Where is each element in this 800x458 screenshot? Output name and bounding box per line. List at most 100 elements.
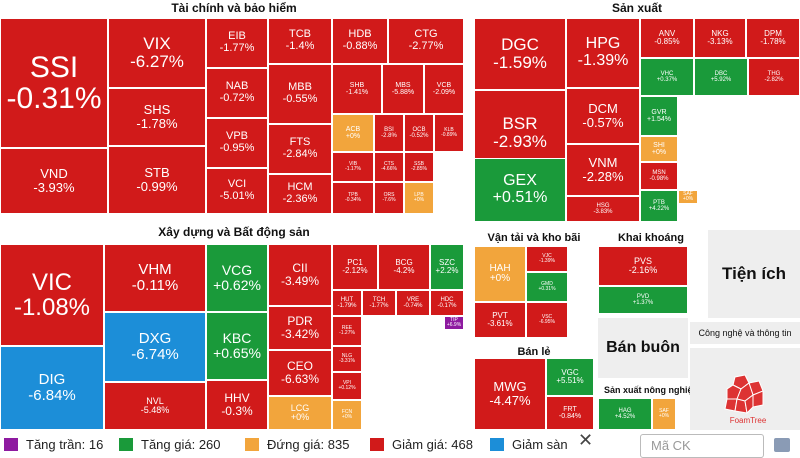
tile-hpg[interactable]: HPG -1.39% [566, 18, 640, 88]
tile-hsg[interactable]: HSG -3.83% [566, 196, 640, 222]
tile-hut[interactable]: HUT -1.79% [332, 290, 362, 316]
tile-ceo[interactable]: CEO -6.63% [268, 350, 332, 396]
tile-ctg[interactable]: CTG -2.77% [388, 18, 464, 64]
tile-vib[interactable]: VIB -1.17% [332, 152, 374, 182]
tile-ticker: HCM [287, 181, 313, 194]
tile-ptb[interactable]: PTB +4.22% [640, 190, 678, 222]
tile-vpb[interactable]: VPB -0.95% [206, 118, 268, 168]
tile-vpi[interactable]: VPI +0.12% [332, 372, 362, 400]
tile-hah[interactable]: HAH +0% [474, 246, 526, 302]
tile-pvd[interactable]: PVD +1.37% [598, 286, 688, 314]
tile-tcb[interactable]: TCB -1.4% [268, 18, 332, 64]
tile-dpm[interactable]: DPM -1.78% [746, 18, 800, 58]
tile-dgc[interactable]: DGC -1.59% [474, 18, 566, 90]
search-button[interactable] [774, 438, 790, 452]
tile-change: -7.6% [382, 197, 396, 203]
tile-dbc[interactable]: DBC +5.92% [694, 58, 748, 96]
tile-nab[interactable]: NAB -0.72% [206, 68, 268, 118]
tile-ticker: EIB [228, 30, 246, 43]
tile-ticker: ORS [383, 191, 395, 198]
tile-vsc[interactable]: VSC -6.95% [526, 302, 568, 338]
tile-nlg[interactable]: NLG -3.31% [332, 346, 362, 372]
tile-ticker: OCB [412, 126, 426, 133]
tile-hdc[interactable]: HDC -0.17% [430, 290, 464, 316]
search-input[interactable]: Mã CK [640, 434, 764, 458]
tile-shb[interactable]: SHB -1.41% [332, 64, 382, 114]
tile-hhv[interactable]: HHV -0.3% [206, 380, 268, 430]
tile-vcb[interactable]: VCB -2.09% [424, 64, 464, 114]
tile-change: +0.37% [656, 77, 678, 83]
tile-vix[interactable]: VIX -6.27% [108, 18, 206, 88]
tile-nkg[interactable]: NKG -3.13% [694, 18, 746, 58]
tile-tpb[interactable]: TPB -0.34% [332, 182, 374, 214]
tile-tip[interactable]: TIP +6.9% [444, 316, 464, 330]
tile-gmd[interactable]: GMD +0.31% [526, 272, 568, 302]
tile-pvs[interactable]: PVS -2.16% [598, 246, 688, 286]
tile-dxg[interactable]: DXG -6.74% [104, 312, 206, 382]
tile-cii[interactable]: CII -3.49% [268, 244, 332, 306]
tile-pc1[interactable]: PC1 -2.12% [332, 244, 378, 290]
tile-ticker: MSN [652, 169, 666, 176]
tile-ssi[interactable]: SSI -0.31% [0, 18, 108, 148]
tile-fts[interactable]: FTS -2.84% [268, 124, 332, 174]
tile-shs[interactable]: SHS -1.78% [108, 88, 206, 146]
tile-ticker: FRT [563, 405, 577, 413]
tile-ticker: VJC [542, 252, 552, 259]
tile-shi[interactable]: SHI +0% [640, 136, 678, 162]
tile-vre[interactable]: VRE -0.74% [396, 290, 430, 316]
tile-hcm[interactable]: HCM -2.36% [268, 174, 332, 214]
tile-mwg[interactable]: MWG -4.47% [474, 358, 546, 430]
tile-szc[interactable]: SZC +2.2% [430, 244, 464, 290]
tile-pvt[interactable]: PVT -3.61% [474, 302, 526, 338]
tile-bcg[interactable]: BCG -4.2% [378, 244, 430, 290]
tile-ticker: VCG [221, 262, 253, 279]
tile-ors[interactable]: ORS -7.6% [374, 182, 404, 214]
tile-saf[interactable]: SAF +0% [652, 398, 676, 430]
tile-ocb[interactable]: OCB -0.52% [404, 114, 434, 152]
tile-anv[interactable]: ANV -0.85% [640, 18, 694, 58]
tile-vic[interactable]: VIC -1.08% [0, 244, 104, 346]
tile-ticker: PVD [636, 293, 650, 300]
tile-vjc[interactable]: VJC -1.39% [526, 246, 568, 272]
tile-vnd[interactable]: VND -3.93% [0, 148, 108, 214]
tile-nvl[interactable]: NVL -5.48% [104, 382, 206, 430]
tile-change: -3.49% [280, 274, 320, 288]
tile-pdr[interactable]: PDR -3.42% [268, 306, 332, 350]
close-icon[interactable]: ✕ [578, 430, 594, 450]
tile-frt[interactable]: FRT -0.84% [546, 396, 594, 430]
tile-vhm[interactable]: VHM -0.11% [104, 244, 206, 312]
tile-gvr[interactable]: GVR +1.54% [640, 96, 678, 136]
tile-hdb[interactable]: HDB -0.88% [332, 18, 388, 64]
tile-eib[interactable]: EIB -1.77% [206, 18, 268, 68]
tile-kbc[interactable]: KBC +0.65% [206, 312, 268, 380]
tile-fcn[interactable]: FCN +0% [332, 400, 362, 430]
tile-klb[interactable]: KLB -0.89% [434, 114, 464, 152]
tile-acb[interactable]: ACB +0% [332, 114, 374, 152]
tile-saf[interactable]: SAF +0% [678, 190, 698, 204]
tile-vcg[interactable]: VCG +0.62% [206, 244, 268, 312]
tile-gex[interactable]: GEX +0.51% [474, 158, 566, 222]
tile-ssb[interactable]: SSB -2.85% [404, 152, 434, 182]
tile-ree[interactable]: REE -1.27% [332, 316, 362, 346]
tile-change: -3.83% [593, 209, 613, 215]
tile-vhc[interactable]: VHC +0.37% [640, 58, 694, 96]
tile-tch[interactable]: TCH -1.77% [362, 290, 396, 316]
tile-mbb[interactable]: MBB -0.55% [268, 64, 332, 124]
tile-dcm[interactable]: DCM -0.57% [566, 88, 640, 144]
tile-stb[interactable]: STB -0.99% [108, 146, 206, 214]
tile-vnm[interactable]: VNM -2.28% [566, 144, 640, 196]
tile-change: -2.36% [282, 193, 318, 205]
legend-item-flat: Đứng giá: 835 [245, 437, 349, 452]
tile-dig[interactable]: DIG -6.84% [0, 346, 104, 430]
tile-mbs[interactable]: MBS -5.88% [382, 64, 424, 114]
tile-vgc[interactable]: VGC +5.51% [546, 358, 594, 396]
tile-lcg[interactable]: LCG +0% [268, 396, 332, 430]
tile-change: +0% [341, 414, 353, 420]
tile-hag[interactable]: HAG +4.52% [598, 398, 652, 430]
tile-vci[interactable]: VCI -5.01% [206, 168, 268, 214]
tile-lpb[interactable]: LPB +0% [404, 182, 434, 214]
tile-cts[interactable]: CTS -4.66% [374, 152, 404, 182]
tile-bsi[interactable]: BSI -2.8% [374, 114, 404, 152]
tile-msn[interactable]: MSN -0.98% [640, 162, 678, 190]
tile-thg[interactable]: THG -2.82% [748, 58, 800, 96]
